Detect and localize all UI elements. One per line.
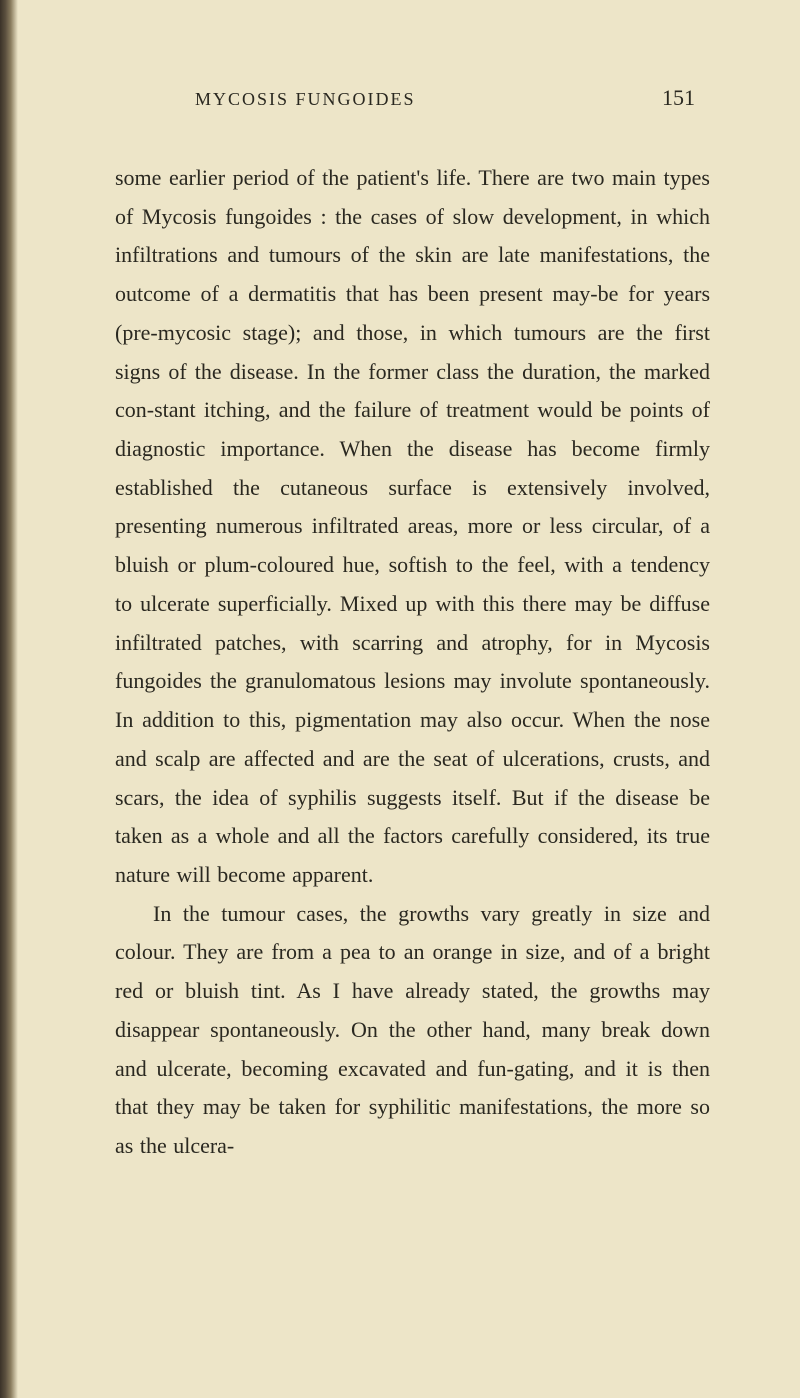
page-number: 151 xyxy=(662,85,695,111)
page-header: MYCOSIS FUNGOIDES 151 xyxy=(115,85,710,111)
running-header-title: MYCOSIS FUNGOIDES xyxy=(195,89,416,110)
paragraph-2: In the tumour cases, the growths vary gr… xyxy=(115,895,710,1166)
body-text-block: some earlier period of the patient's lif… xyxy=(115,159,710,1166)
paragraph-1: some earlier period of the patient's lif… xyxy=(115,159,710,895)
page-container: MYCOSIS FUNGOIDES 151 some earlier perio… xyxy=(0,0,800,1398)
